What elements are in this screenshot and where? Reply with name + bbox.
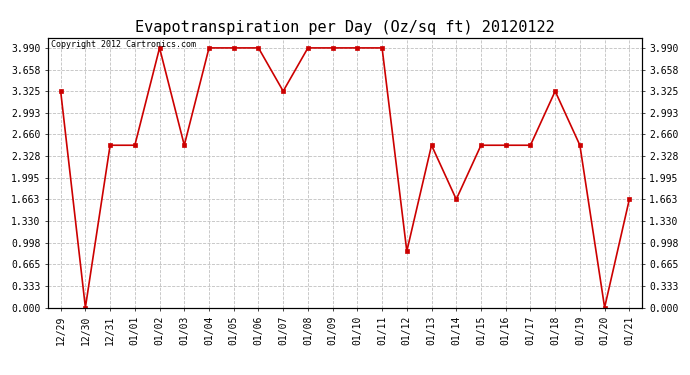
Title: Evapotranspiration per Day (Oz/sq ft) 20120122: Evapotranspiration per Day (Oz/sq ft) 20… <box>135 20 555 35</box>
Text: Copyright 2012 Cartronics.com: Copyright 2012 Cartronics.com <box>51 40 196 49</box>
